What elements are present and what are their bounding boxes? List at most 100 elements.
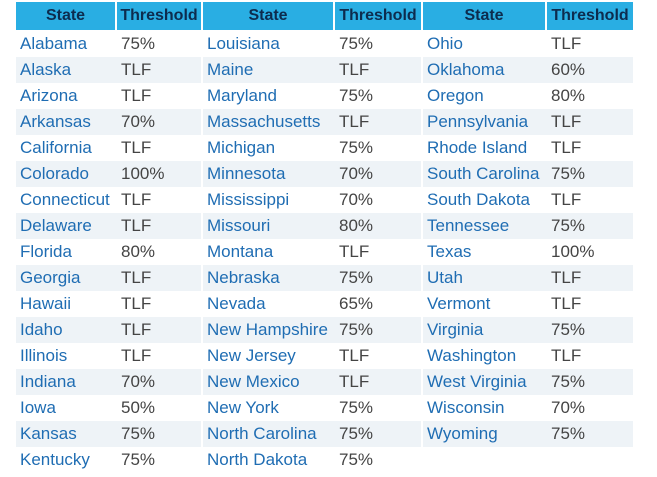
state-cell: Montana xyxy=(207,242,274,261)
header-cell: State xyxy=(16,2,117,30)
state-cell: Louisiana xyxy=(207,34,280,53)
state-cell: Tennessee xyxy=(427,216,510,235)
threshold-cell: 70% xyxy=(339,164,374,183)
state-cell: Massachusetts xyxy=(207,112,321,131)
row-stripe xyxy=(16,421,201,447)
state-cell: South Carolina xyxy=(427,164,540,183)
state-cell: Washington xyxy=(427,346,517,365)
threshold-cell: TLF xyxy=(339,346,370,365)
state-cell: Indiana xyxy=(20,372,76,391)
state-cell: New Hampshire xyxy=(207,320,328,339)
threshold-cell: TLF xyxy=(339,242,370,261)
state-cell: Oregon xyxy=(427,86,484,105)
row-stripe xyxy=(203,109,421,135)
state-cell: Hawaii xyxy=(20,294,72,313)
state-cell: Arkansas xyxy=(20,112,91,131)
threshold-cell: TLF xyxy=(551,138,582,157)
state-cell: Kentucky xyxy=(20,450,90,469)
state-cell: Florida xyxy=(20,242,72,261)
threshold-cell: TLF xyxy=(339,60,370,79)
threshold-cell: 75% xyxy=(339,86,374,105)
row-stripe xyxy=(423,57,633,83)
row-stripe xyxy=(203,265,421,291)
threshold-cell: 75% xyxy=(339,268,374,287)
threshold-cell: 75% xyxy=(551,216,586,235)
threshold-cell: TLF xyxy=(121,60,152,79)
state-cell: Delaware xyxy=(20,216,92,235)
threshold-cell: TLF xyxy=(551,268,582,287)
threshold-cell: 80% xyxy=(339,216,374,235)
threshold-cell: 80% xyxy=(121,242,156,261)
threshold-cell: 75% xyxy=(551,424,586,443)
threshold-cell: 70% xyxy=(551,398,586,417)
row-stripe xyxy=(16,57,201,83)
state-cell: Maine xyxy=(207,60,254,79)
threshold-cell: 75% xyxy=(551,320,586,339)
row-stripe xyxy=(203,57,421,83)
row-stripe xyxy=(203,213,421,239)
row-stripe xyxy=(423,161,633,187)
threshold-cell: 75% xyxy=(551,164,586,183)
state-cell: Alabama xyxy=(20,34,88,53)
threshold-cell: 75% xyxy=(121,450,156,469)
state-cell: New Mexico xyxy=(207,372,300,391)
threshold-cell: 75% xyxy=(339,450,374,469)
state-cell: West Virginia xyxy=(427,372,527,391)
row-stripe xyxy=(203,317,421,343)
state-cell: Illinois xyxy=(20,346,68,365)
threshold-cell: TLF xyxy=(551,346,582,365)
threshold-cell: 75% xyxy=(339,424,374,443)
state-cell: Kansas xyxy=(20,424,77,443)
row-stripe xyxy=(16,369,201,395)
threshold-cell: 65% xyxy=(339,294,374,313)
state-cell: Rhode Island xyxy=(427,138,528,157)
header-cell: Threshold xyxy=(547,2,635,30)
state-cell: New Jersey xyxy=(207,346,296,365)
threshold-cell: TLF xyxy=(121,86,152,105)
state-cell: South Dakota xyxy=(427,190,531,209)
row-stripe xyxy=(423,317,633,343)
row-stripe xyxy=(203,161,421,187)
row-stripe xyxy=(423,369,633,395)
threshold-cell: 100% xyxy=(551,242,595,261)
threshold-cell: TLF xyxy=(339,112,370,131)
row-stripe xyxy=(203,369,421,395)
row-stripe xyxy=(16,109,201,135)
threshold-cell: 70% xyxy=(121,372,156,391)
row-stripe xyxy=(423,421,633,447)
threshold-cell: TLF xyxy=(551,34,582,53)
header-cell: State xyxy=(203,2,335,30)
threshold-cell: 80% xyxy=(551,86,586,105)
state-cell: Arizona xyxy=(20,86,78,105)
state-cell: Maryland xyxy=(207,86,277,105)
header-cell: State xyxy=(423,2,547,30)
state-cell: Minnesota xyxy=(207,164,286,183)
state-cell: Virginia xyxy=(427,320,484,339)
state-cell: Mississippi xyxy=(207,190,290,209)
threshold-cell: TLF xyxy=(339,372,370,391)
row-stripe xyxy=(423,213,633,239)
threshold-cell: TLF xyxy=(121,190,152,209)
state-cell: Utah xyxy=(427,268,463,287)
row-stripe xyxy=(423,265,633,291)
state-cell: Pennsylvania xyxy=(427,112,529,131)
state-cell: Oklahoma xyxy=(427,60,505,79)
state-cell: Idaho xyxy=(20,320,63,339)
threshold-cell: TLF xyxy=(551,294,582,313)
header-cell: Threshold xyxy=(335,2,423,30)
threshold-cell: TLF xyxy=(121,268,152,287)
state-cell: Connecticut xyxy=(20,190,110,209)
threshold-cell: 75% xyxy=(339,138,374,157)
threshold-cell: 75% xyxy=(339,398,374,417)
threshold-cell: TLF xyxy=(121,294,152,313)
threshold-cell: 75% xyxy=(339,320,374,339)
row-stripe xyxy=(16,161,201,187)
threshold-cell: 70% xyxy=(121,112,156,131)
threshold-cell: TLF xyxy=(551,112,582,131)
state-cell: Michigan xyxy=(207,138,276,157)
threshold-cell: 70% xyxy=(339,190,374,209)
row-stripe xyxy=(16,265,201,291)
state-cell: New York xyxy=(207,398,279,417)
row-stripe xyxy=(423,109,633,135)
threshold-cell: 75% xyxy=(121,34,156,53)
